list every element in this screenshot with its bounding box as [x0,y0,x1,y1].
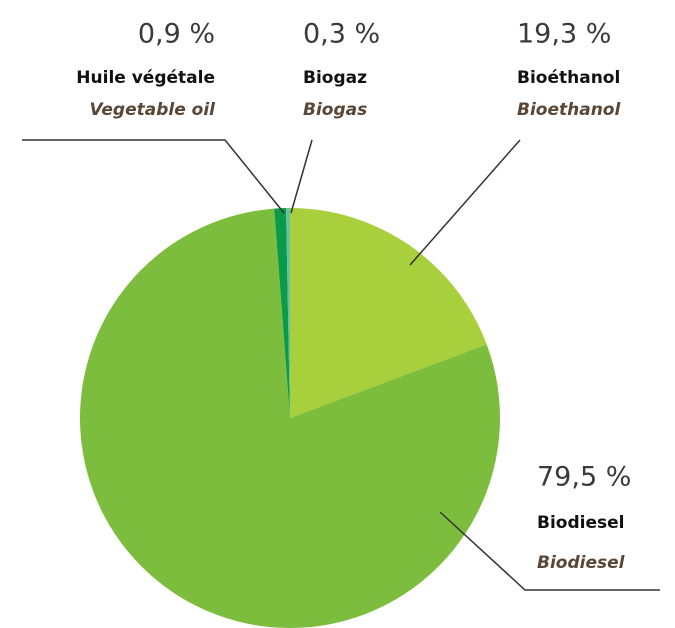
leader-line [290,139,313,214]
leader-line [409,139,521,266]
category-label: Biogaz [303,68,367,88]
pie-slice [290,208,487,418]
value-label: 0,3 % [303,19,380,50]
category-label: Huile végétale [76,68,215,88]
category-label: Bioéthanol [517,68,620,88]
category-label-en: Vegetable oil [89,100,216,120]
pie-slice [274,208,290,418]
category-label: Biodiesel [537,513,624,533]
value-label: 79,5 % [537,462,631,493]
leader-line [439,511,660,591]
leader-line [22,139,285,214]
value-label: 0,9 % [138,19,215,50]
category-label-en: Biogas [303,100,367,120]
pie-slice [286,208,290,418]
pie-slice [80,208,500,628]
category-label-en: Biodiesel [537,553,626,573]
value-label: 19,3 % [517,19,611,50]
category-label-en: Bioethanol [517,100,621,120]
